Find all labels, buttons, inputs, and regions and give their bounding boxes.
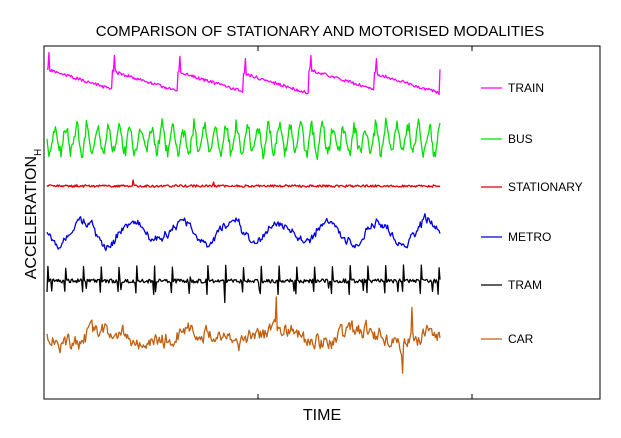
series-line-train <box>46 52 441 96</box>
y-axis-label-subscript: H <box>33 149 44 156</box>
legend-label-car: CAR <box>508 332 534 346</box>
legend-label-metro: METRO <box>508 230 551 244</box>
series-line-tram <box>46 264 441 304</box>
plot-area-frame <box>43 45 601 400</box>
legend-label-bus: BUS <box>508 132 533 146</box>
series-line-car <box>46 296 441 374</box>
y-axis-label: ACCELERATIONH <box>23 149 44 280</box>
series-line-metro <box>46 213 441 252</box>
chart-title: COMPARISON OF STATIONARY AND MOTORISED M… <box>96 23 544 40</box>
series-line-bus <box>46 117 441 160</box>
legend-label-stationary: STATIONARY <box>508 180 583 194</box>
x-axis-label: TIME <box>303 407 341 424</box>
legend: TRAIN BUS STATIONARY METRO TRAM CAR <box>481 81 583 346</box>
axis-ticks <box>43 45 600 400</box>
series-line-stationary <box>46 179 441 188</box>
series-lines <box>46 52 441 374</box>
legend-label-tram: TRAM <box>508 278 542 292</box>
legend-label-train: TRAIN <box>508 81 544 95</box>
y-axis-label-main: ACCELERATION <box>23 156 40 279</box>
